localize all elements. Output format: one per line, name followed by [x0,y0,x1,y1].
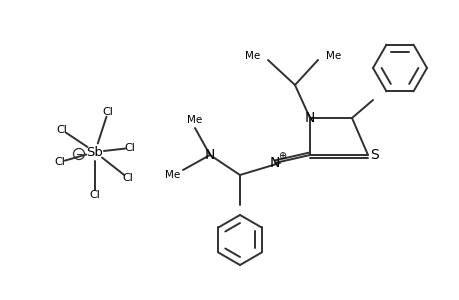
Text: Sb: Sb [86,146,103,158]
Text: Cl: Cl [122,173,133,183]
Text: Me: Me [187,115,202,125]
Text: Cl: Cl [102,107,113,117]
Text: Cl: Cl [56,125,67,135]
Text: Cl: Cl [55,157,65,167]
Text: S: S [370,148,379,162]
Text: Cl: Cl [124,143,135,153]
Text: N: N [304,111,314,125]
Text: −: − [75,149,83,158]
Text: Cl: Cl [90,190,100,200]
Text: N: N [269,156,280,170]
Text: N: N [204,148,215,162]
Text: Me: Me [165,170,180,180]
Text: Me: Me [244,51,259,61]
Text: ⊕: ⊕ [277,151,285,161]
Text: Me: Me [325,51,341,61]
